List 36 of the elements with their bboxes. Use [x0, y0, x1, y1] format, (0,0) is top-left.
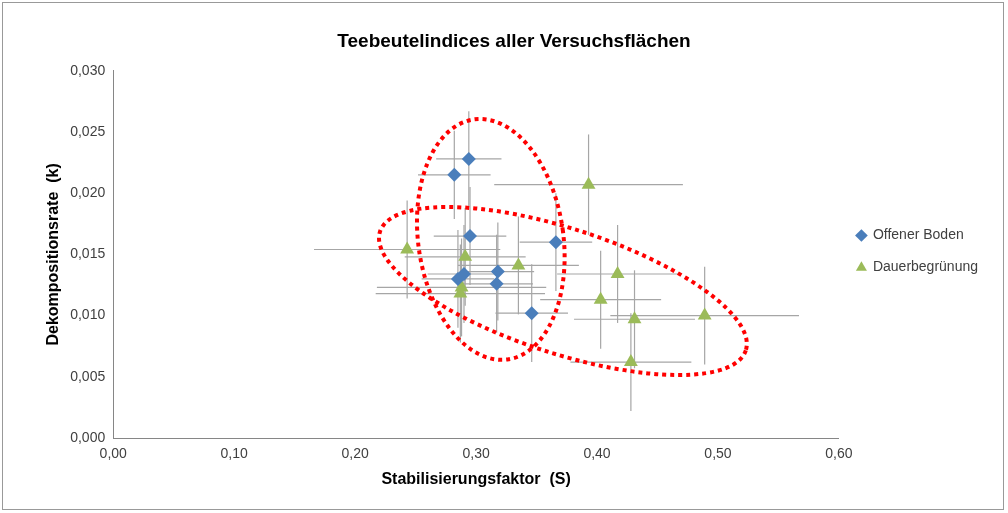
- point: [511, 257, 526, 270]
- x-tick-label: 0,20: [341, 445, 369, 462]
- point: [610, 265, 625, 278]
- x-tick-label: 0,30: [462, 445, 490, 462]
- legend-label: Offener Boden: [872, 226, 964, 243]
- legend-label: Dauerbegrünung: [872, 258, 979, 275]
- point: [489, 276, 504, 291]
- point: [447, 167, 462, 182]
- chart-title: Teebeutelindices aller Versuchsflächen: [337, 29, 691, 51]
- point: [593, 291, 608, 304]
- x-tick-label: 0,40: [583, 445, 611, 462]
- y-tick-label: 0,030: [70, 61, 106, 78]
- point: [458, 248, 473, 261]
- point: [623, 354, 638, 367]
- y-tick-label: 0,000: [70, 428, 106, 445]
- point: [524, 306, 539, 321]
- y-tick-label: 0,025: [70, 122, 106, 139]
- point: [461, 151, 476, 166]
- point: [400, 241, 415, 254]
- point: [548, 235, 563, 250]
- point: [627, 311, 642, 324]
- x-axis-title: Stabilisierungsfaktor (S): [381, 469, 571, 487]
- point: [490, 264, 505, 279]
- x-tick-label: 0,50: [704, 445, 732, 462]
- y-tick-label: 0,005: [70, 367, 106, 384]
- point: [456, 266, 471, 281]
- y-axis-title: Dekompositionsrate (k): [44, 163, 62, 346]
- x-tick-label: 0,10: [220, 445, 249, 462]
- point: [697, 307, 712, 320]
- x-tick-label: 0,60: [825, 445, 853, 462]
- point: [463, 229, 478, 244]
- x-tick-label: 0,00: [99, 445, 128, 462]
- y-tick-label: 0,015: [70, 245, 106, 262]
- y-tick-label: 0,010: [70, 306, 106, 323]
- y-tick-label: 0,020: [70, 184, 106, 201]
- point: [581, 176, 596, 189]
